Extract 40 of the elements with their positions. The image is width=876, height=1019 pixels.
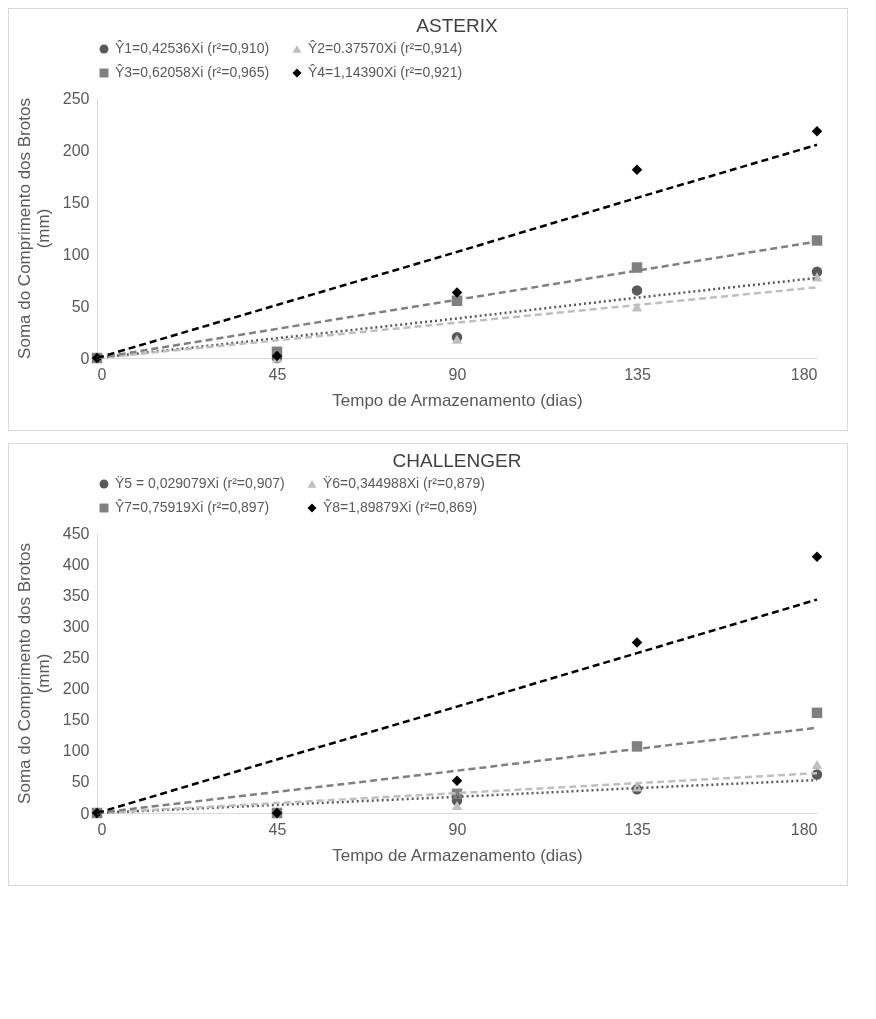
- y-axis-title: Soma do Comprimento dos Brotos (mm): [14, 98, 53, 359]
- y-tick-label: 100: [62, 742, 90, 760]
- legend-label: Ÿ6=0,344988Xi (r²=0,879): [323, 475, 485, 491]
- chart-title: ASTERIX: [416, 15, 498, 36]
- x-tick-label: 180: [790, 820, 818, 838]
- y-tick-label: 250: [62, 648, 90, 666]
- y-axis-title: Soma do Comprimento dos Brotos (mm): [14, 543, 53, 804]
- x-tick-label: 45: [268, 365, 287, 383]
- legend-label: Ŷ3=0,62058Xi (r²=0,965): [115, 64, 270, 80]
- x-tick-label: 0: [97, 820, 107, 838]
- x-tick-label: 180: [790, 365, 818, 383]
- y-tick-label: 450: [62, 524, 90, 542]
- x-tick-label: 0: [97, 365, 107, 383]
- chart-title: CHALLENGER: [392, 450, 522, 471]
- y-tick-label: 50: [71, 773, 90, 791]
- y-tick-label: 400: [62, 555, 90, 573]
- y-tick-label: 200: [62, 141, 90, 159]
- x-tick-label: 90: [448, 365, 467, 383]
- legend-label: Ÿ5 = 0,029079Xi (r²=0,907): [115, 475, 285, 491]
- legend-label: Ŷ4=1,14390Xi (r²=0,921): [308, 64, 463, 80]
- y-tick-label: 150: [62, 711, 90, 729]
- legend-label: Ŷ1=0,42536Xi (r²=0,910): [115, 40, 270, 56]
- y-tick-label: 150: [62, 193, 90, 211]
- x-tick-label: 135: [624, 820, 651, 838]
- legend-label: Ŷ2=0.37570Xi (r²=0,914): [308, 40, 463, 56]
- legend-label: Ŷ7=0,75919Xi (r²=0,897): [115, 499, 270, 515]
- y-tick-label: 300: [62, 617, 90, 635]
- y-tick-label: 200: [62, 680, 90, 698]
- y-tick-label: 350: [62, 586, 90, 604]
- legend-label: Ŷ8=1,89879Xi (r²=0,869): [323, 499, 478, 515]
- y-tick-label: 0: [80, 349, 90, 367]
- x-axis-title: Tempo de Armazenamento (dias): [332, 390, 583, 410]
- x-tick-label: 45: [268, 820, 287, 838]
- x-tick-label: 135: [624, 365, 651, 383]
- y-tick-label: 250: [62, 89, 90, 107]
- y-tick-label: 50: [71, 297, 90, 315]
- y-tick-label: 100: [62, 245, 90, 263]
- x-axis-title: Tempo de Armazenamento (dias): [332, 845, 583, 865]
- y-tick-label: 0: [80, 804, 90, 822]
- x-tick-label: 90: [448, 820, 467, 838]
